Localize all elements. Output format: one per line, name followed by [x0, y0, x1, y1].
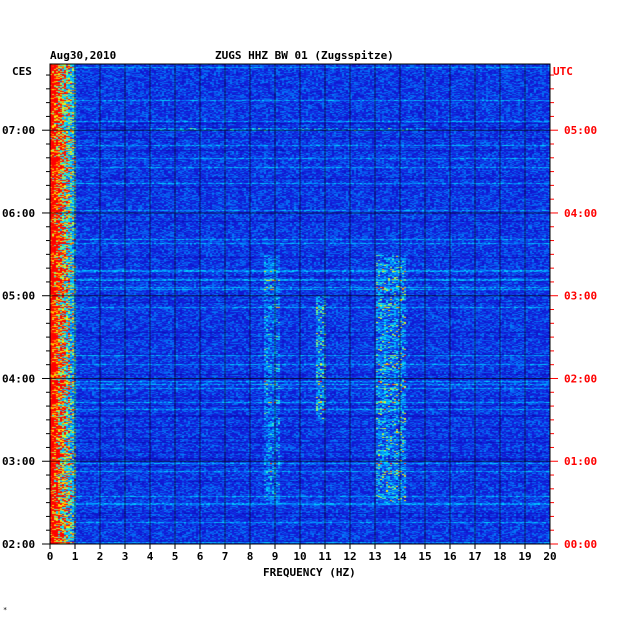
y-left-tick-label-07:00: 07:00	[2, 124, 35, 137]
x-axis-label: FREQUENCY (HZ)	[263, 566, 356, 579]
plot-frame	[49, 63, 551, 545]
footer-mark: *	[3, 606, 8, 614]
left-timezone-label: CES	[12, 65, 32, 78]
y-left-tick-label-04:00: 04:00	[2, 372, 35, 385]
x-tick-label-14: 14	[393, 550, 407, 563]
y-left-tick-label-06:00: 06:00	[2, 207, 35, 220]
x-tick-label-2: 2	[97, 550, 104, 563]
y-right-tick-label-03:00: 03:00	[564, 290, 597, 303]
x-tick-label-15: 15	[418, 550, 431, 563]
y-right-tick-label-05:00: 05:00	[564, 124, 597, 137]
date-label: Aug30,2010	[50, 49, 117, 62]
x-tick-label-16: 16	[443, 550, 457, 563]
x-tick-label-8: 8	[247, 550, 254, 563]
y-left-tick-label-02:00: 02:00	[2, 538, 35, 551]
x-tick-label-4: 4	[147, 550, 154, 563]
x-tick-label-19: 19	[518, 550, 531, 563]
x-tick-label-11: 11	[318, 550, 332, 563]
x-tick-label-3: 3	[122, 550, 129, 563]
x-tick-label-13: 13	[368, 550, 381, 563]
x-tick-label-12: 12	[343, 550, 356, 563]
x-tick-label-1: 1	[72, 550, 79, 563]
x-tick-label-9: 9	[272, 550, 279, 563]
x-tick-label-20: 20	[543, 550, 556, 563]
y-right-tick-label-02:00: 02:00	[564, 372, 597, 385]
x-tick-label-7: 7	[222, 550, 229, 563]
y-left-tick-label-05:00: 05:00	[2, 290, 35, 303]
x-tick-label-18: 18	[493, 550, 506, 563]
x-tick-label-6: 6	[197, 550, 204, 563]
x-tick-label-5: 5	[172, 550, 179, 563]
y-right-tick-label-01:00: 01:00	[564, 455, 597, 468]
x-tick-label-10: 10	[293, 550, 306, 563]
y-right-tick-label-04:00: 04:00	[564, 207, 597, 220]
y-left-tick-label-03:00: 03:00	[2, 455, 35, 468]
right-timezone-label: UTC	[553, 65, 573, 78]
y-right-tick-label-00:00: 00:00	[564, 538, 597, 551]
x-tick-label-0: 0	[47, 550, 54, 563]
x-tick-label-17: 17	[468, 550, 481, 563]
station-title: ZUGS HHZ BW 01 (Zugsspitze)	[215, 49, 394, 62]
